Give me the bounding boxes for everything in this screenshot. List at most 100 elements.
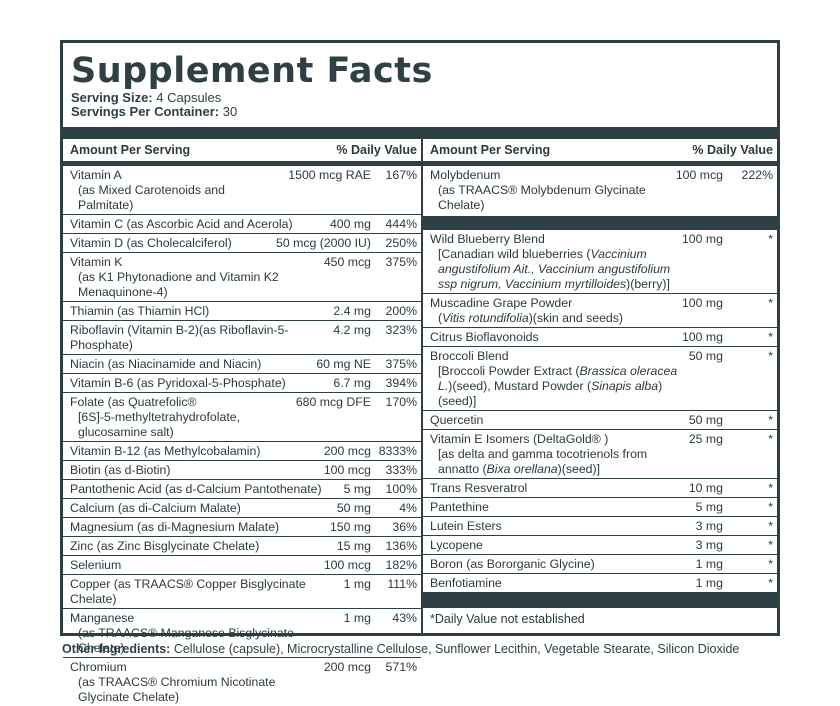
amount: 3 mg (695, 519, 723, 533)
ingredient-source: [Broccoli Powder Extract (Brassica olera… (438, 364, 678, 408)
table-row: Vitamin B-6 (as Pyridoxal-5-Phosphate) 6.… (63, 374, 421, 393)
ingredient-label: Quercetin (430, 413, 484, 427)
amount: 5 mg (695, 500, 723, 514)
serving-size-value: 4 Capsules (152, 90, 222, 105)
daily-value: * (768, 500, 773, 514)
table-row: Quercetin 50 mg * (423, 411, 777, 430)
daily-value: * (768, 576, 773, 590)
ingredient-label: Riboflavin (Vitamin B-2)(as Riboflavin-5… (70, 323, 289, 352)
table-row: Lutein Esters 3 mg * (423, 517, 777, 536)
ingredient-label: Zinc (as Zinc Bisglycinate Chelate) (70, 539, 260, 553)
ingredient-source: (Vitis rotundifolia)(skin and seeds) (438, 311, 624, 325)
other-ingredients-label: Other Ingredients: (62, 642, 171, 656)
footnote: *Daily Value not established (430, 612, 585, 626)
table-row: Vitamin D (as Cholecalciferol) 50 mcg (20… (63, 234, 421, 253)
ingredient-source: [as delta and gamma tocotrienols from an… (438, 447, 648, 476)
left-column: Amount Per Serving % Daily Value Vitamin… (63, 139, 421, 706)
daily-value: 167% (385, 168, 417, 182)
ingredient-source: (as K1 Phytonadione and Vitamin K2 Menaq… (78, 270, 279, 299)
amount-per-serving-header: Amount Per Serving (70, 143, 191, 157)
ingredient-name: Thiamin (as Thiamin HCl) (70, 304, 327, 319)
table-row: Vitamin A (as Mixed Carotenoids and Palmi… (63, 166, 421, 215)
supplement-facts-panel: Supplement Facts Serving Size: 4 Capsule… (60, 40, 780, 704)
amount: 1 mg (695, 576, 723, 590)
ingredient-name: Vitamin A (as Mixed Carotenoids and Palmi… (70, 168, 282, 213)
ingredient-label: Manganese (70, 611, 135, 625)
ingredient-name: Vitamin K (as K1 Phytonadione and Vitamin… (70, 255, 318, 300)
amount: 100 mcg (323, 558, 371, 572)
right-ingredient-list: Wild Blueberry Blend [Canadian wild blueb… (423, 230, 777, 592)
daily-value: 394% (385, 376, 417, 390)
table-row: Broccoli Blend [Broccoli Powder Extract (… (423, 347, 777, 411)
ingredient-name: Folate (as Quatrefolic® [6S]-5-methyltetr… (70, 395, 290, 440)
ingredient-name: Vitamin B-6 (as Pyridoxal-5-Phosphate) (70, 376, 327, 391)
daily-value: * (768, 232, 773, 246)
panel-title: Supplement Facts (71, 51, 433, 91)
amount: 15 mg (336, 539, 371, 553)
daily-value: * (768, 330, 773, 344)
daily-value: 222% (741, 168, 773, 182)
daily-value: 333% (385, 463, 417, 477)
ingredient-label: Vitamin B-12 (as Methylcobalamin) (70, 444, 261, 458)
amount: 200 mcg (323, 444, 371, 458)
ingredient-label: Citrus Bioflavonoids (430, 330, 539, 344)
daily-value: 182% (385, 558, 417, 572)
ingredient-name: Vitamin B-12 (as Methylcobalamin) (70, 444, 318, 459)
ingredient-name: Pantothenic Acid (as d-Calcium Pantothen… (70, 482, 338, 497)
amount: 1 mg (343, 577, 371, 591)
ingredient-label: Benfotiamine (430, 576, 502, 590)
table-row: Zinc (as Zinc Bisglycinate Chelate) 15 mg… (63, 537, 421, 556)
table-row: Vitamin K (as K1 Phytonadione and Vitamin… (63, 253, 421, 302)
ingredient-source: (as Mixed Carotenoids and Palmitate) (78, 183, 225, 212)
ingredient-label: Boron (as Bororganic Glycine) (430, 557, 595, 571)
daily-value: * (768, 519, 773, 533)
ingredient-name: Manganese (as TRAACS® Manganese Bisglycin… (70, 611, 338, 656)
amount: 1 mg (695, 557, 723, 571)
right-column: Amount Per Serving % Daily Value Molybde… (423, 139, 777, 630)
daily-value: 111% (387, 577, 417, 591)
daily-value: * (768, 481, 773, 495)
amount: 1 mg (343, 611, 371, 625)
section-divider-bar (423, 216, 777, 230)
ingredient-source: (as TRAACS® Manganese Bisglycinate Chela… (78, 626, 294, 655)
ingredient-label: Vitamin C (as Ascorbic Acid and Acerola) (70, 217, 293, 231)
amount: 50 mg (688, 413, 723, 427)
ingredient-label: Biotin (as d-Biotin) (70, 463, 171, 477)
ingredient-label: Copper (as TRAACS® Copper Bisglycinate C… (70, 577, 306, 606)
table-row: Wild Blueberry Blend [Canadian wild blueb… (423, 230, 777, 294)
other-ingredients-value: Cellulose (capsule), Microcrystalline Ce… (170, 642, 740, 656)
table-row: Niacin (as Niacinamide and Niacin) 60 mg … (63, 355, 421, 374)
ingredient-name: Boron (as Bororganic Glycine) (430, 557, 690, 572)
amount: 100 mg (681, 330, 723, 344)
ingredient-label: Vitamin D (as Cholecalciferol) (70, 236, 232, 250)
servings-per-container-label: Servings Per Container: (71, 104, 220, 119)
ingredient-label: Broccoli Blend (430, 349, 509, 363)
ingredient-name: Quercetin (430, 413, 683, 428)
table-row: Vitamin C (as Ascorbic Acid and Acerola)… (63, 215, 421, 234)
amount: 200 mcg (323, 660, 371, 674)
ingredient-name: Copper (as TRAACS® Copper Bisglycinate C… (70, 577, 338, 607)
table-row: Trans Resveratrol 10 mg * (423, 479, 777, 498)
ingredient-label: Pantethine (430, 500, 489, 514)
table-row: Calcium (as di-Calcium Malate) 50 mg 4% (63, 499, 421, 518)
daily-value: 200% (385, 304, 417, 318)
right-nutrient-list: Molybdenum (as TRAACS® Molybdenum Glycina… (423, 166, 777, 214)
ingredient-label: Vitamin A (70, 168, 122, 182)
ingredient-label: Wild Blueberry Blend (430, 232, 545, 246)
ingredient-name: Vitamin D (as Cholecalciferol) (70, 236, 270, 251)
ingredient-source: (as TRAACS® Molybdenum Glycinate Chelate… (438, 183, 646, 212)
daily-value: 4% (399, 501, 417, 515)
table-row: Benfotiamine 1 mg * (423, 574, 777, 592)
daily-value: 250% (385, 236, 417, 250)
table-row: Pantethine 5 mg * (423, 498, 777, 517)
daily-value: * (768, 432, 773, 446)
serving-info: Serving Size: 4 Capsules Servings Per Co… (71, 91, 237, 119)
amount: 150 mg (329, 520, 371, 534)
daily-value: * (768, 557, 773, 571)
ingredient-name: Muscadine Grape Powder (Vitis rotundifoli… (430, 296, 676, 326)
ingredient-name: Biotin (as d-Biotin) (70, 463, 318, 478)
amount: 50 mg (688, 349, 723, 363)
ingredient-label: Muscadine Grape Powder (430, 296, 573, 310)
ingredient-name: Magnesium (as di-Magnesium Malate) (70, 520, 324, 535)
amount: 100 mcg (675, 168, 723, 182)
